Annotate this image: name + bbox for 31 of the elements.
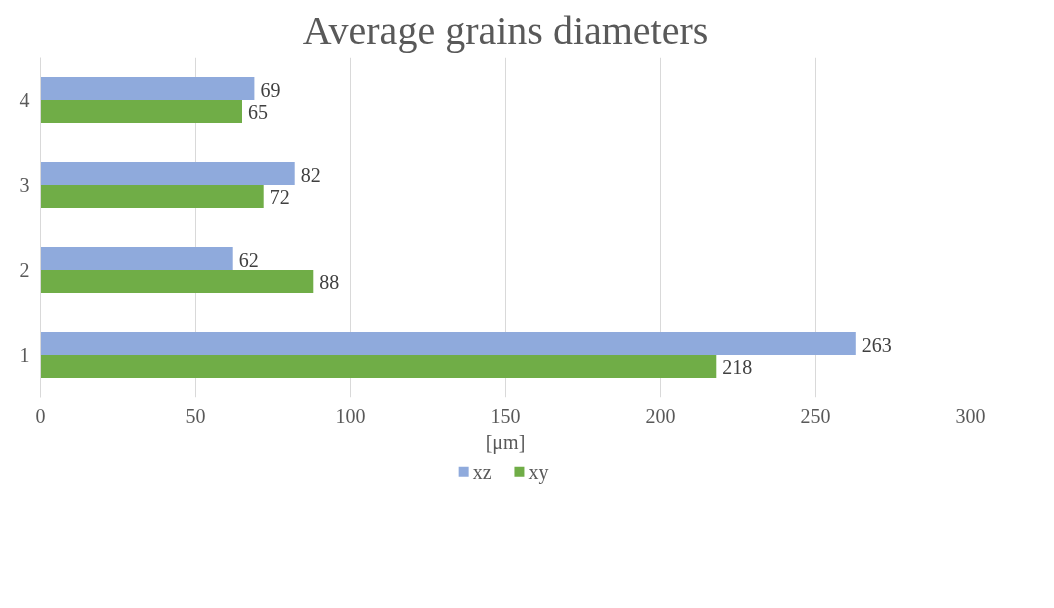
y-tick-label: 2 [19, 259, 30, 281]
chart-title: Average grains diameters [302, 7, 709, 53]
y-tick-label: 4 [19, 89, 30, 111]
data-label: 72 [269, 186, 290, 209]
data-label: 65 [248, 101, 268, 124]
bar [40, 162, 295, 185]
bar [40, 185, 264, 208]
legend-label: xy [528, 460, 549, 484]
bar [40, 355, 717, 378]
bar [40, 332, 856, 355]
x-axis-title: [μm] [485, 430, 526, 454]
x-tick-label: 200 [645, 404, 676, 427]
x-tick-label: 300 [955, 404, 986, 427]
data-label: 82 [300, 163, 321, 186]
data-label: 62 [238, 248, 259, 271]
legend-label: xz [472, 460, 492, 483]
x-tick-label: 100 [335, 404, 366, 427]
bar [40, 247, 233, 270]
bar [40, 77, 255, 100]
x-tick-label: 250 [800, 404, 831, 427]
bar [40, 270, 314, 293]
data-label: 218 [722, 356, 753, 379]
bar [40, 100, 242, 123]
x-tick-label: 0 [35, 404, 46, 427]
data-label: 263 [861, 333, 892, 356]
x-tick-label: 50 [185, 404, 206, 427]
y-tick-label: 1 [19, 344, 30, 366]
data-label: 69 [260, 78, 281, 101]
data-label: 88 [319, 271, 340, 294]
x-tick-label: 150 [490, 404, 521, 427]
y-tick-label: 3 [19, 174, 30, 196]
